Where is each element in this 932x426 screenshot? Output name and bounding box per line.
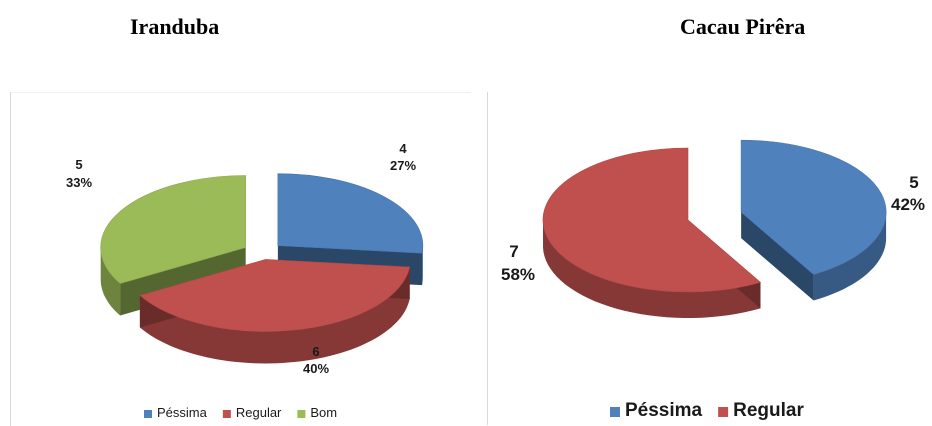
data-label-value-regular: 7 (509, 242, 518, 261)
data-label-percent-pessima: 42% (891, 195, 925, 214)
slice-wall-pessima-1 (741, 212, 814, 301)
data-label-value-pessima: 5 (909, 173, 918, 192)
slice-regular (542, 147, 762, 293)
data-label-percent-pessima: 27% (390, 158, 416, 173)
slice-pessima (277, 173, 424, 254)
data-label-percent-bom: 33% (66, 175, 92, 190)
pie-chart-iranduba: 4 27% 6 40% 5 33% Péssima Regular Bom (66, 141, 424, 420)
chart-title-iranduba: Iranduba (130, 14, 220, 39)
slice-pessima (740, 139, 887, 275)
pie-labels: 5 42% 7 58% (501, 173, 925, 284)
pie-slices (100, 173, 424, 332)
data-label-value-regular: 6 (312, 344, 319, 359)
legend-label-pessima: Péssima (157, 405, 208, 420)
slice-regular (139, 259, 411, 332)
data-label-percent-regular: 40% (303, 361, 329, 376)
legend-swatch-pessima (144, 410, 152, 418)
pie-labels: 4 27% 6 40% 5 33% (66, 141, 416, 376)
data-label-percent-regular: 58% (501, 265, 535, 284)
legend-swatch-pessima (610, 407, 620, 417)
slice-bom (100, 175, 246, 284)
data-label-value-pessima: 4 (399, 141, 407, 156)
pie-slices (542, 139, 887, 293)
slice-rim-bom (100, 247, 121, 316)
slice-rim-pessima (422, 245, 423, 286)
chart-title-cacau-pirera: Cacau Pirêra (680, 14, 806, 39)
chart-panel-cacau-pirera: 5 42% 7 58% Péssima Regular (487, 92, 932, 425)
legend: Péssima Regular (610, 400, 804, 421)
legend-swatch-regular (718, 407, 729, 417)
slice-rim-regular (139, 267, 410, 364)
pie-chart-cacau-pirera: 5 42% 7 58% Péssima Regular (501, 139, 925, 421)
legend-label-bom: Bom (310, 405, 337, 420)
slice-rim-pessima (813, 212, 887, 301)
chart-panel-iranduba: 4 27% 6 40% 5 33% Péssima Regular Bom (10, 92, 471, 426)
slice-rim-regular (543, 221, 761, 318)
legend-swatch-bom (297, 410, 306, 418)
legend-label-regular: Regular (236, 405, 282, 420)
data-label-value-bom: 5 (75, 157, 82, 172)
legend-swatch-regular (222, 410, 231, 418)
legend: Péssima Regular Bom (144, 405, 337, 420)
legend-label-pessima: Péssima (625, 400, 703, 421)
legend-label-regular: Regular (733, 400, 804, 421)
